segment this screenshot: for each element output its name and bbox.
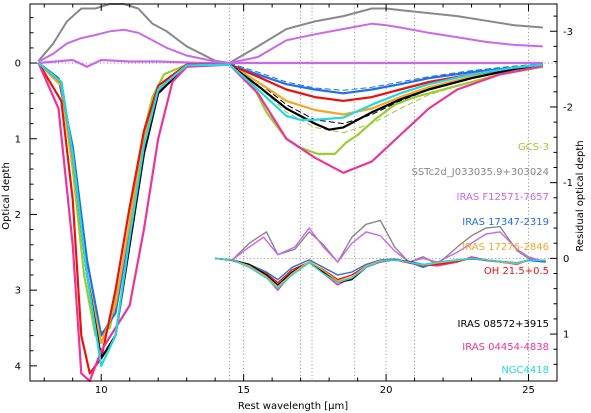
legend-label: IRAS 17276-2846 <box>462 242 549 253</box>
y2-axis-label: Residual optical depth <box>575 140 586 251</box>
top-curve-2 <box>38 28 230 64</box>
legend-label: GCS-3 <box>518 142 549 153</box>
legend: GCS-3 SSTc2d_J033035.9+303024 IRAS F12571-… <box>411 142 549 376</box>
residual-curve-0 <box>215 219 546 266</box>
legend-label: IRAS 08572+3915 <box>458 319 550 330</box>
y-tick-label: 2 <box>15 210 21 221</box>
y2-tick-label: 0 <box>563 254 569 265</box>
y-axis-label: Optical depth <box>1 162 12 230</box>
template-curve-2 <box>229 62 543 91</box>
residual-curve-1 <box>215 226 546 264</box>
axis-ticks: 10 15 20 25 0 1 2 3 4 -3 -2 -1 0 1 <box>15 4 573 396</box>
y-tick-label: 4 <box>15 361 21 372</box>
x-tick-label: 20 <box>380 385 393 396</box>
legend-label: IRAS 04454-4838 <box>462 342 549 353</box>
legend-label: SSTc2d_J033035.9+303024 <box>411 167 549 178</box>
top-curve-0 <box>37 3 230 64</box>
top-curve-3 <box>229 22 543 64</box>
y2-tick-label: -3 <box>563 27 573 38</box>
legend-label: NGC4418 <box>501 365 549 376</box>
y2-tick-label: -2 <box>563 102 573 113</box>
legend-label: IRAS F12571-7657 <box>457 192 549 203</box>
y2-tick-label: 1 <box>563 330 569 341</box>
x-axis-label: Rest wavelength [μm] <box>238 401 348 412</box>
legend-label: OH 21.5+0.5 <box>484 266 549 277</box>
residual-curve-7 <box>215 257 546 290</box>
y-tick-label: 1 <box>15 134 21 145</box>
series-group <box>37 3 546 383</box>
x-tick-label: 25 <box>522 385 535 396</box>
series-line-7 <box>37 62 543 367</box>
series-line-1 <box>38 58 543 68</box>
plot-frame <box>29 3 558 382</box>
x-tick-label: 10 <box>95 385 108 396</box>
y-tick-label: 0 <box>15 59 21 70</box>
y2-tick-label: -1 <box>563 178 573 189</box>
series-line-6 <box>37 62 544 383</box>
legend-label: IRAS 17347-2319 <box>462 217 549 228</box>
x-tick-label: 15 <box>237 385 250 396</box>
y-tick-label: 3 <box>15 286 21 297</box>
